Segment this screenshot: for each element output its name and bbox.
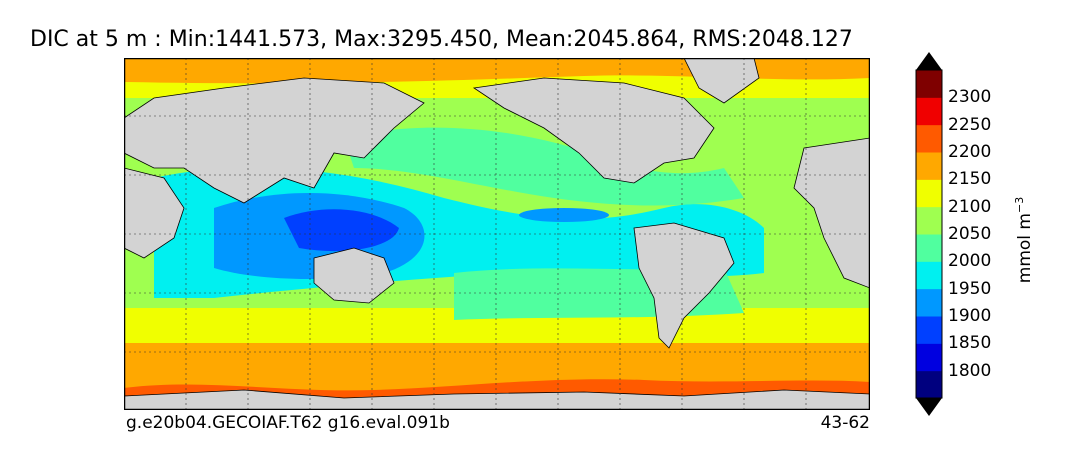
- colorbar-tick-label: 2300: [948, 87, 992, 108]
- colorbar-tick-label: 1800: [948, 360, 992, 381]
- colorbar-tick-label: 2050: [948, 224, 992, 244]
- land-antarctica: [123, 389, 871, 411]
- colorbar-segment: [916, 124, 942, 153]
- colorbar-segment: [916, 343, 942, 372]
- map-svg: [123, 57, 871, 411]
- unit-exponent: −3: [1013, 196, 1027, 213]
- colorbar-min-arrow: [916, 398, 942, 416]
- colorbar-segment: [916, 288, 942, 317]
- land-australia: [313, 247, 395, 304]
- colorbar-segment: [916, 70, 942, 98]
- colorbar-tick-label: 2000: [948, 251, 992, 272]
- colorbar-segment: [916, 97, 942, 126]
- colorbar-tick-label: 1850: [948, 333, 992, 354]
- warm-pool-deep: [284, 209, 399, 252]
- run-id-label: g.e20b04.GECOIAF.T62 g16.eval.091b: [126, 413, 450, 433]
- plot-title: DIC at 5 m : Min:1441.573, Max:3295.450,…: [30, 27, 853, 52]
- land-north-america: [472, 77, 715, 184]
- colorbar-tick-label: 1950: [948, 278, 992, 299]
- colorbar-segment: [916, 370, 942, 399]
- colorbar-unit-label: mmol m−3: [1013, 197, 1035, 283]
- map-frame: [123, 57, 871, 411]
- colorbar-segment: [916, 261, 942, 290]
- years-label: 43-62: [820, 413, 870, 433]
- colorbar-segment: [916, 179, 942, 208]
- unit-prefix: mmol m: [1014, 213, 1035, 284]
- colorbar-segment: [916, 152, 942, 180]
- colorbar-tick-label: 1900: [948, 306, 992, 326]
- east-pacific-blue: [519, 208, 609, 222]
- colorbar-segment: [916, 316, 942, 344]
- colorbar-frame: [915, 69, 943, 399]
- land-south-america: [633, 222, 735, 349]
- ocean-map: [123, 57, 871, 411]
- colorbar-segment: [916, 234, 942, 262]
- colorbar-tick-label: 2150: [948, 169, 992, 190]
- colorbar-segment: [916, 206, 942, 235]
- colorbar-tick-label: 2250: [948, 114, 992, 135]
- colorbar-tick-label: 2100: [948, 196, 992, 217]
- colorbar-tick-label: 2200: [948, 142, 992, 162]
- colorbar: [915, 52, 943, 416]
- band-north-orange: [124, 58, 870, 84]
- land-eurasia: [123, 77, 425, 204]
- colorbar-max-arrow: [916, 52, 942, 70]
- pacific-green-band: [344, 127, 744, 206]
